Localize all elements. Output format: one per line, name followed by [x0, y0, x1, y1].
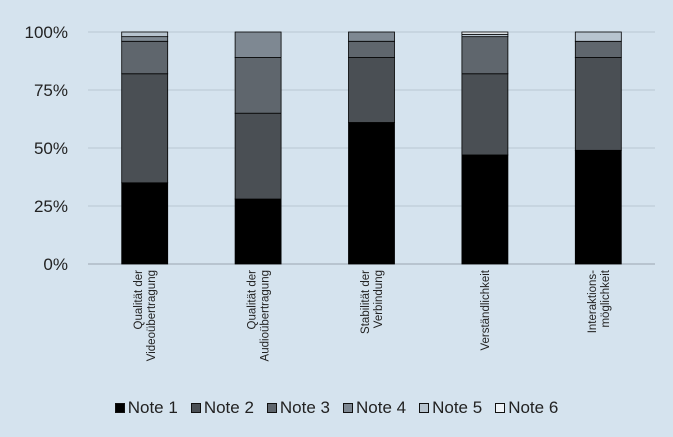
x-tick-label: Stabilität der Verbindung	[360, 270, 385, 334]
bar-segment	[348, 31, 395, 42]
legend-item: Note 4	[343, 398, 406, 418]
legend-item: Note 3	[266, 398, 330, 418]
legend-swatch	[419, 403, 430, 413]
bar-segment	[574, 31, 622, 42]
bar-segment	[461, 154, 509, 265]
legend-item: Note 6	[495, 398, 558, 418]
legend-swatch	[495, 403, 506, 413]
bar-segment	[461, 36, 509, 75]
x-tick-label: Qualität der Videoübertragung	[133, 270, 158, 361]
bar-segment	[121, 73, 169, 184]
legend-item: Note 5	[419, 398, 482, 418]
x-tick-label-line: Verbindung	[373, 270, 385, 328]
legend: Note 1 Note 2 Note 3 Note 4 Note 5 Note 6	[0, 398, 673, 418]
x-tick-label: Verständlichkeit	[480, 269, 492, 350]
legend-swatch	[266, 403, 277, 413]
legend-label: Note 1	[127, 398, 178, 417]
bar-segment	[461, 73, 509, 156]
y-tick-label: 75%	[34, 81, 68, 100]
bar-segment	[234, 31, 282, 58]
x-tick-layer: Qualität der Videoübertragung Qualität der…	[133, 269, 612, 361]
legend-item: Note 2	[190, 398, 254, 418]
x-tick-label-line: möglichkeit	[600, 269, 612, 327]
bar-segment	[574, 40, 622, 58]
x-tick-label-line: Qualität der	[247, 270, 259, 330]
bar-segment	[121, 182, 169, 265]
legend-item: Note 1	[114, 398, 178, 418]
x-tick-label-line: Verständlichkeit	[480, 269, 492, 350]
bar-segment	[461, 31, 509, 35]
x-tick-label: Interaktions-möglichkeit	[587, 269, 612, 333]
bar-segment	[234, 198, 282, 265]
bar-segment	[348, 40, 395, 58]
legend-label: Note 4	[356, 398, 407, 417]
legend-label: Note 3	[279, 398, 330, 417]
x-tick-label: Qualität der Audioübertragung	[247, 270, 272, 362]
bar-segment	[234, 57, 282, 114]
bar-segment	[348, 57, 395, 123]
x-tick-label-line: Videoübertragung	[146, 270, 158, 361]
legend-label: Note 6	[508, 398, 559, 417]
y-tick-label: 0%	[43, 255, 68, 274]
bar-segment	[234, 112, 282, 200]
bar-layer	[121, 31, 622, 265]
bar-segment	[121, 31, 169, 38]
x-tick-label-line: Audioübertragung	[260, 270, 272, 361]
bar-segment	[574, 149, 622, 265]
x-tick-label-line: Stabilität der	[360, 270, 372, 334]
bar-segment	[121, 36, 169, 42]
bar-segment	[348, 122, 395, 265]
legend-swatch	[114, 403, 125, 413]
y-tick-label: 50%	[34, 139, 68, 158]
y-tick-layer: 0% 25% 50% 75% 100%	[25, 23, 68, 274]
legend-swatch	[190, 403, 201, 413]
x-tick-label-line: Qualität der	[133, 270, 145, 330]
y-tick-label: 25%	[34, 197, 68, 216]
bar-segment	[121, 40, 169, 75]
y-tick-label: 100%	[25, 23, 68, 42]
bar-segment	[574, 57, 622, 151]
legend-label: Note 5	[432, 398, 483, 417]
legend-swatch	[343, 403, 353, 413]
x-tick-label-line: Interaktions-	[587, 270, 599, 333]
legend-label: Note 2	[203, 398, 254, 417]
